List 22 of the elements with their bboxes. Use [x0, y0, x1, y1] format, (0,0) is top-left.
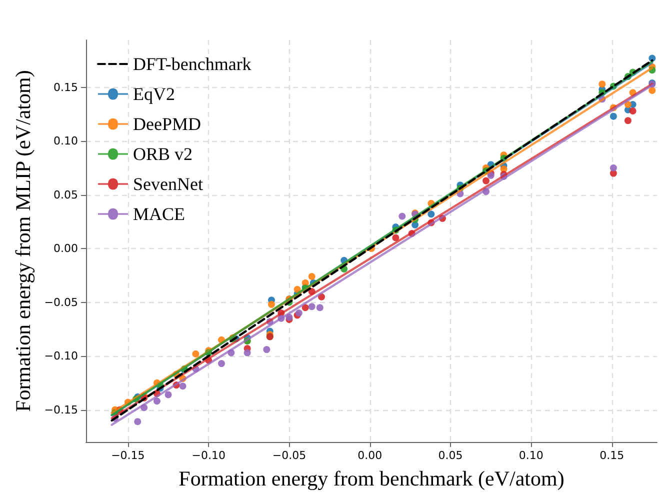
y-tick-label: −0.05	[44, 296, 78, 309]
x-tick-label: −0.15	[111, 449, 145, 462]
y-tick-label: −0.10	[44, 350, 78, 363]
legend-label: DFT-benchmark	[133, 54, 252, 74]
y-tick-label: 0.10	[54, 134, 78, 148]
x-axis-title: Formation energy from benchmark (eV/atom)	[178, 466, 564, 490]
legend-label: EqV2	[133, 84, 175, 104]
legend-label: MACE	[133, 204, 186, 224]
x-tick-label: 0.15	[600, 449, 624, 462]
legend-label: ORB v2	[133, 144, 193, 164]
x-tick-label: 0.05	[438, 449, 463, 462]
x-tick-label: −0.10	[192, 449, 226, 462]
legend-label: SevenNet	[133, 174, 203, 194]
y-tick-label: 0.00	[54, 242, 78, 256]
y-tick-label: −0.15	[44, 403, 78, 416]
y-tick-label: 0.05	[54, 188, 78, 202]
y-tick-label: 0.15	[54, 80, 78, 94]
legend-label: DeePMD	[133, 114, 201, 134]
x-tick-label: −0.05	[272, 449, 306, 462]
x-tick-label: 0.00	[358, 449, 382, 462]
x-tick-label: 0.10	[518, 449, 544, 462]
y-axis-title: Formation energy from MLIP (eV/atom)	[10, 70, 35, 412]
